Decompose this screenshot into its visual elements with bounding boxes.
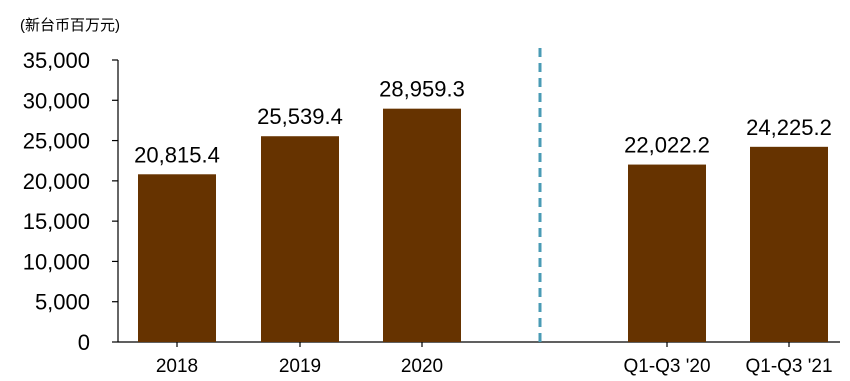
axes [117, 60, 840, 343]
bar-value-label: 20,815.4 [134, 142, 220, 167]
bar [750, 146, 828, 342]
bar [628, 164, 706, 342]
bar [261, 136, 339, 342]
y-tick-label: 15,000 [23, 209, 90, 234]
y-tick-label: 30,000 [23, 88, 90, 113]
bar-value-label: 25,539.4 [257, 104, 343, 129]
x-category-label: 2019 [279, 356, 321, 377]
bar [138, 174, 216, 342]
x-category-label: Q1-Q3 '20 [623, 356, 710, 377]
y-tick-label: 25,000 [23, 129, 90, 154]
bar-value-label: 22,022.2 [624, 133, 710, 158]
unit-label: (新台币百万元) [20, 17, 120, 34]
y-tick-label: 20,000 [23, 169, 90, 194]
y-tick-label: 10,000 [23, 249, 90, 274]
y-tick-label: 35,000 [23, 48, 90, 73]
y-axis-ticks: 0 5,000 10,000 15,000 20,000 25,000 30,000 35,0… [23, 48, 118, 355]
bar [383, 108, 461, 343]
x-category-label: 2020 [401, 356, 443, 377]
bars [138, 108, 828, 343]
x-category-label: 2018 [156, 356, 198, 377]
category-labels: 2018 2019 2020 Q1-Q3 '20 Q1-Q3 '21 [156, 342, 833, 377]
y-tick-label: 0 [78, 330, 90, 355]
x-category-label: Q1-Q3 '21 [745, 356, 832, 377]
data-labels: 20,815.4 25,539.4 28,959.3 22,022.2 24,225.2 [134, 77, 832, 168]
y-tick-label: 5,000 [35, 290, 90, 315]
bar-value-label: 24,225.2 [746, 115, 832, 140]
bar-value-label: 28,959.3 [379, 77, 465, 102]
